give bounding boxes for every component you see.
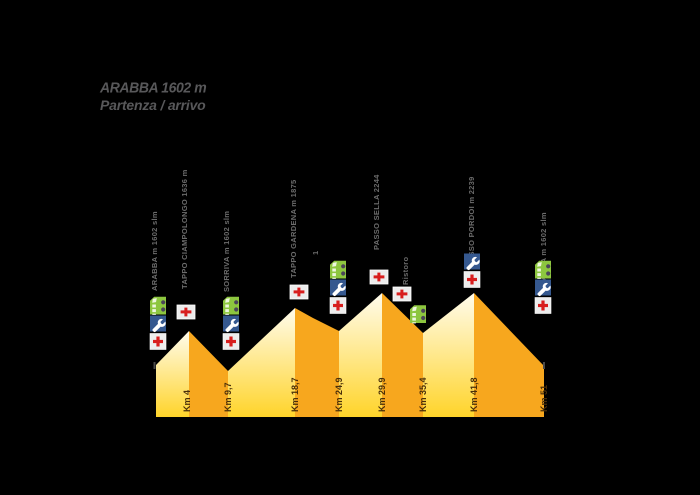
svg-text:Km 41,8: Km 41,8: [469, 377, 479, 412]
svg-text:Km 9,7: Km 9,7: [223, 382, 233, 412]
svg-text:PASSO PORDOI m 2239: PASSO PORDOI m 2239: [467, 176, 476, 267]
svg-text:Km 51: Km 51: [539, 385, 549, 412]
svg-text:ARABBA m 1602 slm: ARABBA m 1602 slm: [150, 211, 159, 291]
svg-text:Km 18,7: Km 18,7: [290, 377, 300, 412]
svg-text:SORRIVA m 1602 slm: SORRIVA m 1602 slm: [222, 211, 231, 292]
svg-text:Km 4: Km 4: [182, 390, 192, 412]
svg-text:TAPPO CIAMPOLONGO 1636 m: TAPPO CIAMPOLONGO 1636 m: [180, 169, 189, 289]
svg-text:1: 1: [311, 251, 320, 255]
svg-text:Km 24,9: Km 24,9: [334, 377, 344, 412]
svg-text:PASSO SELLA 2244: PASSO SELLA 2244: [372, 174, 381, 250]
svg-text:Ristoro: Ristoro: [401, 257, 410, 285]
svg-text:Km 29,9: Km 29,9: [377, 377, 387, 412]
svg-text:TAPPO GARDENA m 1875: TAPPO GARDENA m 1875: [289, 179, 298, 278]
svg-text:Km 35,4: Km 35,4: [418, 377, 428, 412]
